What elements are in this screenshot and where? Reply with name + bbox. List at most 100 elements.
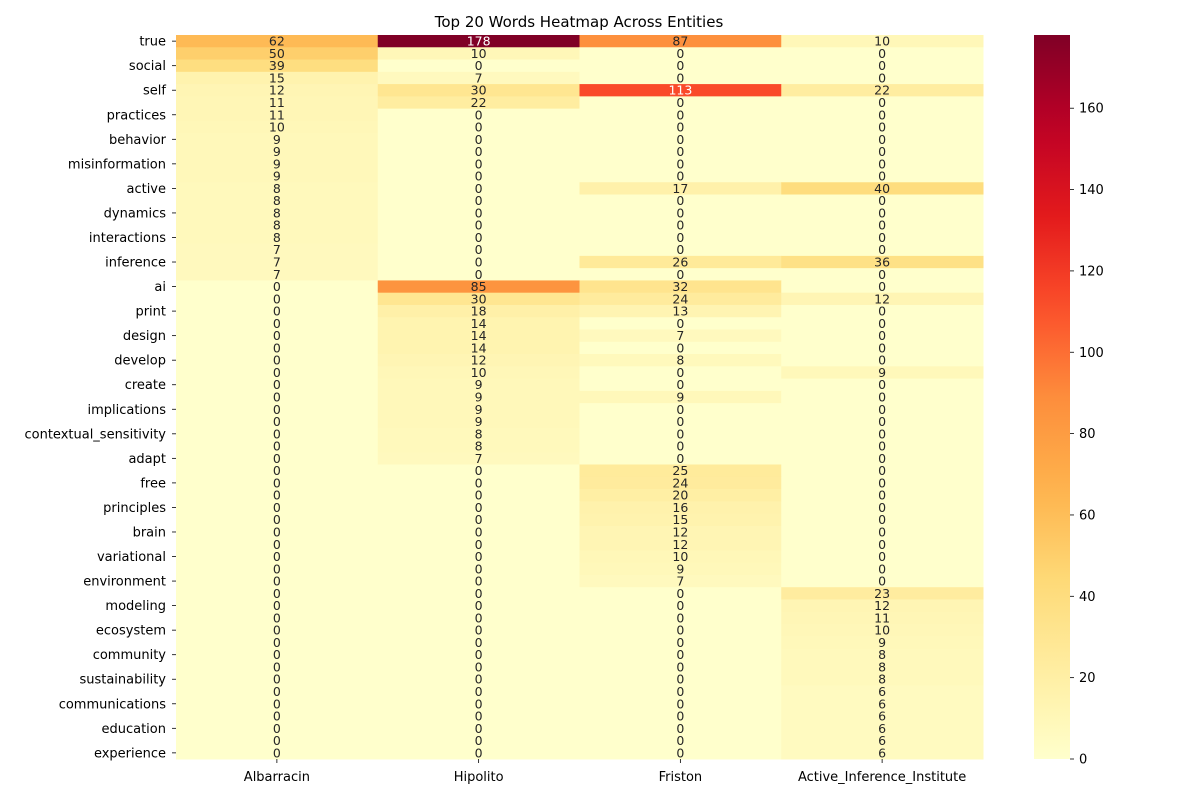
heatmap-cell (579, 415, 782, 429)
heatmap-cell (579, 47, 782, 61)
heatmap-cell (781, 476, 984, 490)
heatmap-cell (781, 182, 984, 196)
cell-value-label: 7 (676, 328, 684, 343)
cell-value-label: 26 (672, 255, 688, 270)
cell-value-label: 0 (878, 463, 886, 478)
cell-value-label: 0 (878, 488, 886, 503)
heatmap-cell (781, 624, 984, 637)
cell-value-label: 0 (475, 537, 483, 552)
heatmap-cell (579, 169, 782, 183)
cell-value-label: 0 (676, 721, 684, 736)
cell-value-label: 0 (273, 463, 281, 478)
cell-value-label: 0 (475, 218, 483, 233)
row-labels: true social self practices behavior misinform… (24, 35, 176, 761)
heatmap-cell (781, 722, 984, 735)
cell-value-label: 0 (676, 70, 684, 85)
cell-value-label: 0 (878, 340, 886, 355)
heatmap-cell (377, 660, 580, 674)
cell-value-label: 0 (676, 586, 684, 601)
heatmap-cell (377, 403, 580, 416)
heatmap-cell (377, 538, 580, 551)
cell-value-label: 113 (668, 83, 692, 98)
cell-value-label: 0 (878, 169, 886, 184)
heatmap-cell (579, 268, 782, 281)
row-label: experience (94, 746, 166, 761)
heatmap-cell (176, 366, 379, 380)
heatmap-cell (579, 636, 782, 650)
cell-value-label: 0 (273, 647, 281, 662)
heatmap-cell (377, 734, 580, 748)
cell-value-label: 0 (676, 365, 684, 380)
cell-value-label: 0 (273, 377, 281, 392)
cell-value-label: 0 (878, 475, 886, 490)
heatmap-cell (377, 501, 580, 515)
heatmap-cell (377, 390, 580, 404)
heatmap-cell (781, 574, 984, 588)
heatmap-cell (579, 439, 782, 453)
row-label: ecosystem (96, 624, 166, 639)
heatmap-cell (579, 390, 782, 404)
cell-value-label: 0 (878, 107, 886, 122)
heatmap-cell (176, 673, 379, 686)
heatmap-cell (579, 71, 782, 85)
heatmap-cell (781, 709, 984, 723)
heatmap-cell (781, 71, 984, 85)
cell-value-label: 9 (475, 402, 483, 417)
cell-value-label: 0 (475, 230, 483, 245)
heatmap-cell (781, 636, 984, 650)
heatmap-cell (781, 304, 984, 318)
cell-value-label: 9 (475, 377, 483, 392)
heatmap-cell (176, 219, 379, 232)
cell-value-label: 16 (672, 500, 688, 515)
heatmap-cell (579, 599, 782, 613)
row-label: misinformation (68, 157, 166, 172)
heatmap-cell (176, 538, 379, 551)
cell-value-label: 0 (475, 193, 483, 208)
heatmap-cell (579, 427, 782, 441)
cell-value-label: 62 (269, 34, 285, 49)
heatmap-cell (377, 513, 580, 527)
cell-value-label: 0 (676, 242, 684, 257)
heatmap-cell (377, 304, 580, 318)
heatmap-cell (176, 84, 379, 97)
cell-value-label: 0 (475, 463, 483, 478)
heatmap-cell (377, 648, 580, 662)
heatmap-cell (781, 317, 984, 331)
heatmap-cell (176, 525, 379, 539)
cell-value-label: 0 (676, 635, 684, 650)
heatmap-cell (377, 182, 580, 196)
heatmap-cell (781, 96, 984, 110)
cell-value-label: 12 (672, 524, 688, 539)
cell-value-label: 0 (273, 500, 281, 515)
row-label: sustainability (79, 673, 166, 688)
heatmap-cell (781, 648, 984, 662)
cell-value-label: 0 (676, 377, 684, 392)
cell-value-label: 0 (676, 696, 684, 711)
cell-value-label: 0 (273, 721, 281, 736)
heatmap-cell (579, 378, 782, 392)
heatmap-cell (377, 108, 580, 122)
heatmap-cell (781, 280, 984, 294)
heatmap-cell (377, 243, 580, 257)
heatmap-cell (377, 574, 580, 588)
heatmap-cell (781, 685, 984, 699)
cell-value-label: 0 (676, 46, 684, 61)
cell-value-label: 9 (475, 414, 483, 429)
cell-value-label: 22 (874, 83, 890, 98)
cell-value-label: 0 (475, 242, 483, 257)
cell-value-label: 0 (878, 500, 886, 515)
cell-value-label: 0 (676, 58, 684, 73)
cell-value-label: 0 (878, 46, 886, 61)
heatmap-cell (781, 59, 984, 73)
heatmap-cell (176, 513, 379, 527)
row-label: implications (87, 403, 166, 418)
heatmap-cell (377, 268, 580, 281)
cell-value-label: 9 (475, 390, 483, 405)
cell-value-label: 0 (878, 242, 886, 257)
heatmap-cell (781, 231, 984, 245)
heatmap-cell (579, 341, 782, 355)
heatmap-cell (781, 366, 984, 380)
heatmap-cell (176, 243, 379, 257)
heatmap-cell (781, 489, 984, 502)
